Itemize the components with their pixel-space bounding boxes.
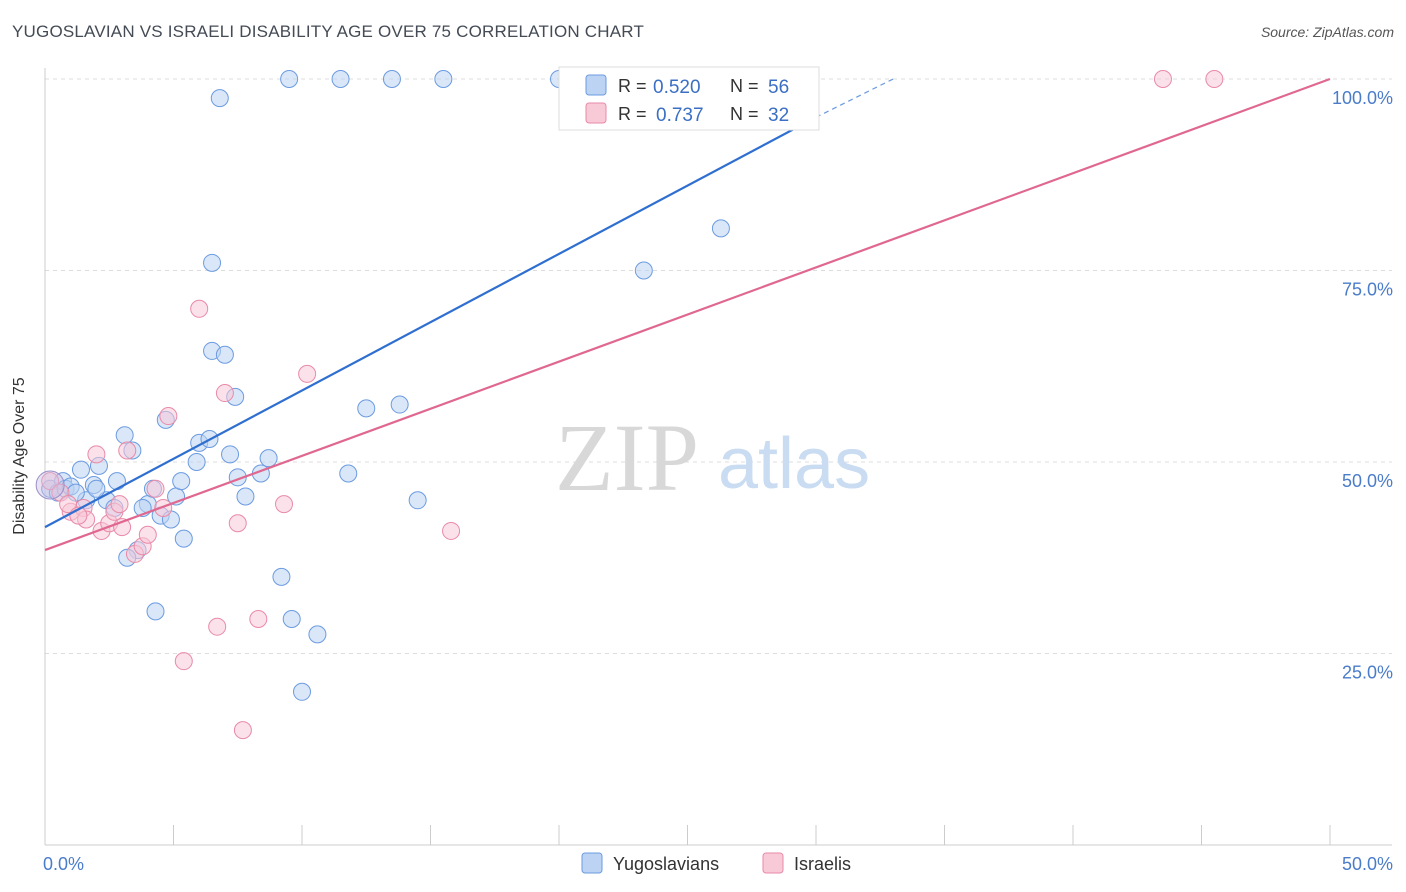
point-yugoslavians-35 — [272, 567, 291, 586]
point-israelis-18 — [190, 299, 209, 318]
legend-n-value-1: 56 — [768, 77, 789, 98]
y-tick-label-3: 100.0% — [1332, 88, 1393, 108]
grid-lines — [45, 78, 1392, 654]
point-yugoslavians-28 — [215, 345, 234, 364]
point-israelis-16 — [159, 407, 178, 426]
legend-swatch-yugoslavians — [585, 74, 607, 96]
point-israelis-26 — [442, 521, 461, 540]
point-israelis-21 — [228, 514, 247, 533]
legend-r-label-1: R = — [618, 76, 647, 96]
tick-labels: 25.0% 50.0% 75.0% 100.0% 0.0% 50.0% — [43, 88, 1393, 874]
legend-n-label-2: N = — [730, 104, 759, 124]
watermark: ZIP atlas — [555, 404, 870, 511]
point-yugoslavians-12 — [115, 426, 134, 445]
point-israelis-19 — [208, 617, 227, 636]
point-yugoslavians-46 — [331, 70, 350, 88]
trend-line-israelis — [44, 77, 1331, 552]
point-yugoslavians-52 — [146, 602, 165, 621]
point-yugoslavians-44 — [210, 89, 229, 108]
legend-bottom-label-israelis: Israelis — [794, 854, 851, 874]
point-yugoslavians-50 — [634, 261, 653, 280]
point-yugoslavians-22 — [172, 472, 191, 491]
legend-n-value-2: 32 — [768, 105, 789, 126]
watermark-atlas: atlas — [718, 424, 870, 504]
y-tick-label-2: 75.0% — [1342, 280, 1393, 300]
point-israelis-17 — [174, 652, 193, 671]
legend-bottom-swatch-israelis — [762, 852, 784, 874]
legend-bottom-label-yugoslavians: Yugoslavians — [613, 854, 719, 874]
legend-series: Yugoslavians Israelis — [581, 852, 851, 874]
data-points — [35, 70, 1224, 740]
point-yugoslavians-47 — [382, 70, 401, 88]
y-tick-label-0: 25.0% — [1342, 663, 1393, 683]
point-israelis-5 — [87, 445, 106, 464]
legend-n-label-1: N = — [730, 76, 759, 96]
point-yugoslavians-53 — [87, 479, 106, 498]
point-israelis-15 — [154, 498, 173, 517]
point-israelis-28 — [1205, 70, 1224, 88]
point-yugoslavians-36 — [282, 610, 301, 629]
point-yugoslavians-23 — [174, 529, 193, 548]
x-tick-label-0: 0.0% — [43, 854, 84, 874]
legend-bottom-swatch-yugoslavians — [581, 852, 603, 874]
point-yugoslavians-37 — [293, 682, 311, 701]
x-tick-label-1: 50.0% — [1342, 854, 1393, 874]
point-israelis-31 — [110, 495, 129, 514]
point-yugoslavians-41 — [390, 395, 409, 414]
point-yugoslavians-39 — [339, 464, 358, 483]
point-yugoslavians-51 — [711, 219, 730, 238]
axes — [44, 68, 1392, 846]
point-israelis-14 — [146, 479, 165, 498]
point-israelis-27 — [1153, 70, 1172, 88]
point-yugoslavians-34 — [259, 449, 278, 468]
y-tick-label-1: 50.0% — [1342, 471, 1393, 491]
point-yugoslavians-24 — [187, 453, 206, 471]
point-yugoslavians-5 — [71, 460, 90, 479]
point-yugoslavians-45 — [280, 70, 299, 88]
point-yugoslavians-43 — [203, 253, 222, 272]
point-israelis-0 — [41, 472, 60, 491]
point-yugoslavians-11 — [107, 472, 126, 491]
point-yugoslavians-48 — [434, 70, 453, 88]
point-yugoslavians-40 — [357, 399, 376, 418]
chart-title: YUGOSLAVIAN VS ISRAELI DISABILITY AGE OV… — [12, 22, 645, 41]
point-yugoslavians-38 — [308, 625, 327, 644]
point-yugoslavians-32 — [236, 487, 255, 506]
point-israelis-20 — [215, 384, 234, 403]
legend-swatch-israelis — [585, 102, 607, 124]
chart-source: Source: ZipAtlas.com — [1260, 24, 1394, 40]
legend-r-label-2: R = — [618, 104, 647, 124]
legend-r-value-1: 0.520 — [653, 77, 701, 98]
trend-extension-yugoslavians — [815, 78, 894, 118]
point-yugoslavians-42 — [408, 491, 427, 510]
point-israelis-23 — [249, 610, 268, 629]
watermark-zip: ZIP — [555, 404, 699, 511]
point-israelis-29 — [59, 495, 78, 514]
trend-line-yugoslavians — [44, 116, 817, 529]
legend-r-value-2: 0.737 — [656, 105, 704, 126]
point-israelis-22 — [233, 721, 252, 740]
point-cluster-origin — [35, 470, 65, 500]
legend-stats: R = 0.520 N = 56 R = 0.737 N = 32 — [558, 66, 820, 131]
point-israelis-24 — [275, 495, 294, 514]
point-israelis-13 — [138, 525, 157, 544]
trend-lines — [44, 77, 1331, 552]
point-israelis-10 — [118, 441, 137, 460]
point-yugoslavians-29 — [221, 445, 240, 464]
point-israelis-25 — [298, 364, 317, 383]
